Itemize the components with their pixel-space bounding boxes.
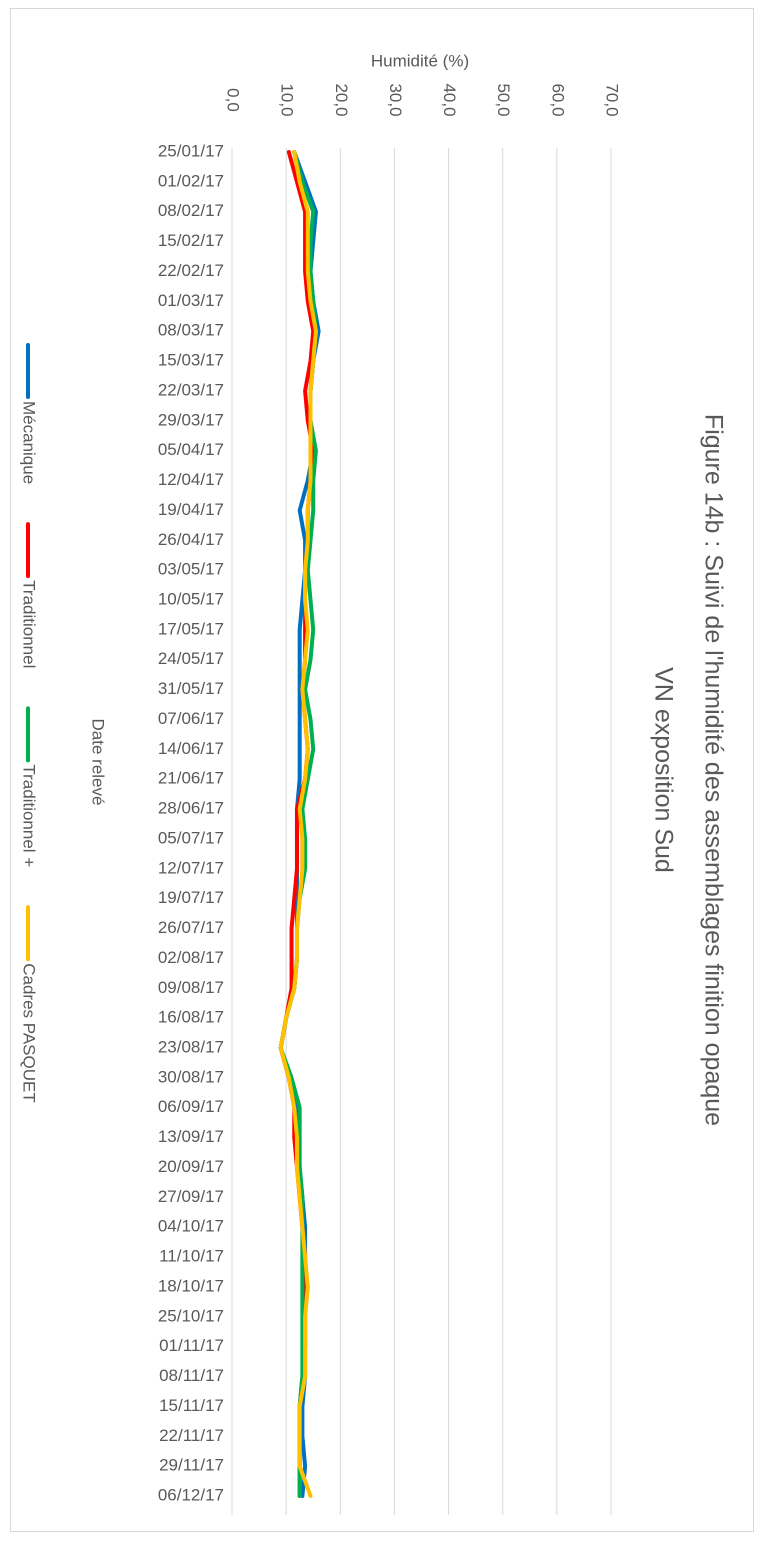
- chart-title: Figure 14b : Suivi de l'humidité des ass…: [699, 414, 727, 1126]
- x-tick-label: 01/03/17: [158, 291, 224, 310]
- x-tick-label: 29/11/17: [159, 1456, 224, 1475]
- x-tick-label: 22/03/17: [158, 380, 224, 399]
- x-tick-label: 24/05/17: [158, 649, 224, 668]
- x-tick-label: 28/06/17: [158, 799, 224, 818]
- x-tick-label: 17/05/17: [158, 619, 224, 638]
- x-tick-label: 16/08/17: [158, 1008, 224, 1027]
- x-tick-label: 08/03/17: [158, 321, 224, 340]
- x-tick-label: 26/04/17: [158, 530, 224, 549]
- y-tick-label: 20,0: [332, 83, 351, 116]
- x-tick-label: 19/04/17: [158, 500, 224, 519]
- x-tick-label: 10/05/17: [158, 589, 224, 608]
- x-tick-label: 12/04/17: [158, 470, 224, 489]
- x-tick-label: 02/08/17: [158, 948, 224, 967]
- data-line: [278, 150, 318, 1498]
- x-tick-label: 06/09/17: [158, 1097, 224, 1116]
- y-tick-label: 40,0: [440, 83, 459, 116]
- legend-label: Mécanique: [20, 401, 39, 484]
- x-tick-label: 12/07/17: [158, 858, 224, 877]
- x-tick-label: 31/05/17: [158, 679, 224, 698]
- chart-border: [10, 8, 754, 1532]
- x-tick-label: 21/06/17: [158, 769, 224, 788]
- x-tick-label: 15/02/17: [158, 231, 224, 250]
- x-tick-label: 14/06/17: [158, 739, 224, 758]
- legend-label: Traditionnel: [20, 580, 39, 668]
- legend-label: Cadres PASQUET: [20, 963, 39, 1103]
- x-tick-label: 11/10/17: [159, 1247, 224, 1266]
- y-tick-label: 60,0: [548, 83, 567, 116]
- y-axis-title: Humidité (%): [371, 51, 469, 70]
- y-tick-label: 10,0: [278, 83, 297, 116]
- x-tick-label: 13/09/17: [158, 1127, 224, 1146]
- x-tick-label: 30/08/17: [158, 1067, 224, 1086]
- x-tick-label: 27/09/17: [158, 1187, 224, 1206]
- chart-title: VN exposition Sud: [649, 667, 677, 873]
- x-tick-label: 15/11/17: [159, 1396, 224, 1415]
- x-axis-title: Date relevé: [89, 719, 108, 806]
- x-tick-label: 05/07/17: [158, 828, 224, 847]
- x-tick-label: 23/08/17: [158, 1037, 224, 1056]
- x-tick-label: 01/11/17: [159, 1336, 224, 1355]
- x-tick-label: 03/05/17: [158, 560, 224, 579]
- y-tick-label: 0,0: [224, 88, 243, 112]
- x-tick-label: 04/10/17: [158, 1217, 224, 1236]
- x-tick-label: 09/08/17: [158, 978, 224, 997]
- x-tick-label: 26/07/17: [158, 918, 224, 937]
- x-tick-label: 06/12/17: [158, 1485, 224, 1504]
- x-tick-label: 25/10/17: [158, 1306, 224, 1325]
- x-tick-label: 08/02/17: [158, 201, 224, 220]
- x-tick-label: 29/03/17: [158, 410, 224, 429]
- x-tick-label: 07/06/17: [158, 709, 224, 728]
- x-tick-label: 25/01/17: [158, 141, 224, 160]
- y-tick-label: 70,0: [603, 83, 622, 116]
- x-tick-label: 19/07/17: [158, 888, 224, 907]
- x-tick-label: 20/09/17: [158, 1157, 224, 1176]
- x-tick-label: 15/03/17: [158, 351, 224, 370]
- legend-label: Traditionnel +: [20, 764, 39, 867]
- x-tick-label: 22/11/17: [159, 1426, 224, 1445]
- x-tick-label: 05/04/17: [158, 440, 224, 459]
- x-tick-label: 01/02/17: [158, 171, 224, 190]
- y-tick-label: 50,0: [494, 83, 513, 116]
- y-tick-label: 30,0: [386, 83, 405, 116]
- x-tick-label: 22/02/17: [158, 261, 224, 280]
- x-tick-label: 08/11/17: [159, 1366, 224, 1385]
- x-tick-label: 18/10/17: [158, 1276, 224, 1295]
